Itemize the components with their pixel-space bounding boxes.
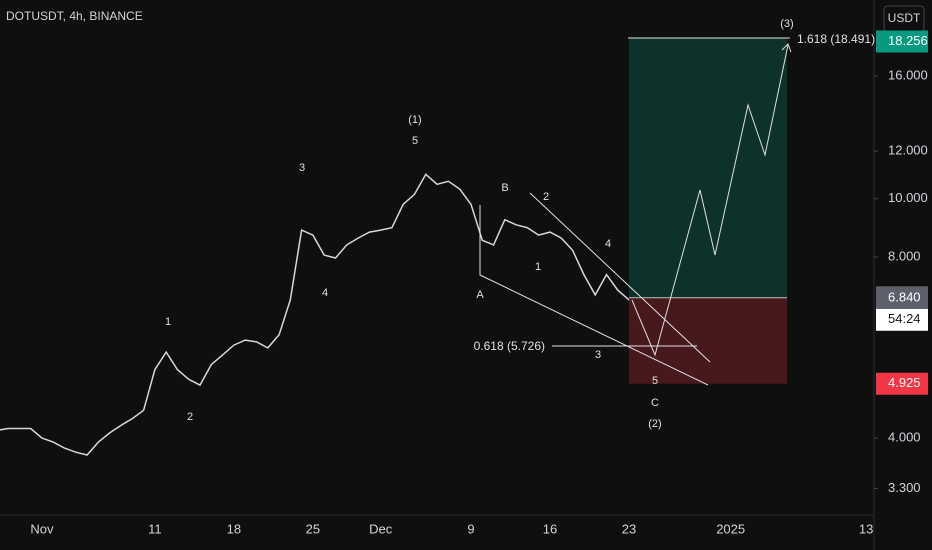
price-tag bbox=[876, 30, 928, 53]
projection-arrow bbox=[781, 43, 792, 53]
loss-zone bbox=[629, 297, 788, 384]
projection-path bbox=[631, 44, 789, 357]
price-tag-label: 18.256 bbox=[888, 33, 928, 48]
wave-label: 1 bbox=[165, 316, 171, 328]
wave-label: 2 bbox=[543, 191, 549, 203]
y-tick-label: 10.000 bbox=[888, 190, 928, 205]
price-tag-label: 4.925 bbox=[888, 375, 921, 390]
wave-label: 5 bbox=[652, 375, 658, 387]
wave-label: 1 bbox=[535, 261, 541, 273]
y-tick-label: 12.000 bbox=[888, 143, 928, 158]
y-tick-label: 8.000 bbox=[888, 248, 921, 263]
price-line bbox=[0, 173, 630, 456]
currency-label[interactable]: USDT bbox=[888, 11, 921, 25]
x-tick-label: 13 bbox=[859, 521, 873, 536]
price-tag bbox=[876, 286, 928, 309]
wave-label: 3 bbox=[299, 162, 305, 174]
wedge-upper bbox=[529, 192, 711, 363]
wave-label: C bbox=[651, 397, 659, 409]
x-tick-label: 25 bbox=[306, 521, 320, 536]
x-tick-label: Nov bbox=[30, 521, 54, 536]
wave-label: 5 bbox=[412, 135, 418, 147]
x-tick-label: 9 bbox=[467, 521, 474, 536]
price-tag bbox=[876, 372, 928, 395]
wave-label: 1.618 (18.491) bbox=[797, 32, 875, 46]
wedge-lower bbox=[479, 205, 709, 386]
x-tick-label: 18 bbox=[227, 521, 241, 536]
y-tick-label: 4.000 bbox=[888, 430, 921, 445]
wave-label: (1) bbox=[408, 114, 421, 126]
profit-zone bbox=[629, 38, 788, 298]
x-tick-label: 11 bbox=[148, 521, 162, 536]
x-tick-label: 2025 bbox=[716, 521, 745, 536]
wave-label: (3) bbox=[780, 18, 793, 30]
wave-label: 3 bbox=[595, 349, 601, 361]
y-tick-label: 3.300 bbox=[888, 480, 921, 495]
x-tick-label: 16 bbox=[543, 521, 557, 536]
countdown-box bbox=[876, 308, 928, 331]
wave-label: (2) bbox=[648, 418, 661, 430]
x-tick-label: Dec bbox=[369, 521, 393, 536]
price-tag-label: 6.840 bbox=[888, 289, 921, 304]
wave-label: 4 bbox=[605, 238, 611, 250]
x-tick-label: 23 bbox=[622, 521, 636, 536]
countdown: 54:24 bbox=[888, 311, 921, 326]
wave-label: A bbox=[476, 289, 484, 301]
chart-title: DOTUSDT, 4h, BINANCE bbox=[6, 9, 143, 23]
wave-label: 2 bbox=[187, 411, 193, 423]
wave-label: 4 bbox=[322, 287, 328, 299]
wave-label: 0.618 (5.726) bbox=[474, 339, 545, 353]
y-tick-label: 16.000 bbox=[888, 67, 928, 82]
wave-label: B bbox=[501, 182, 508, 194]
